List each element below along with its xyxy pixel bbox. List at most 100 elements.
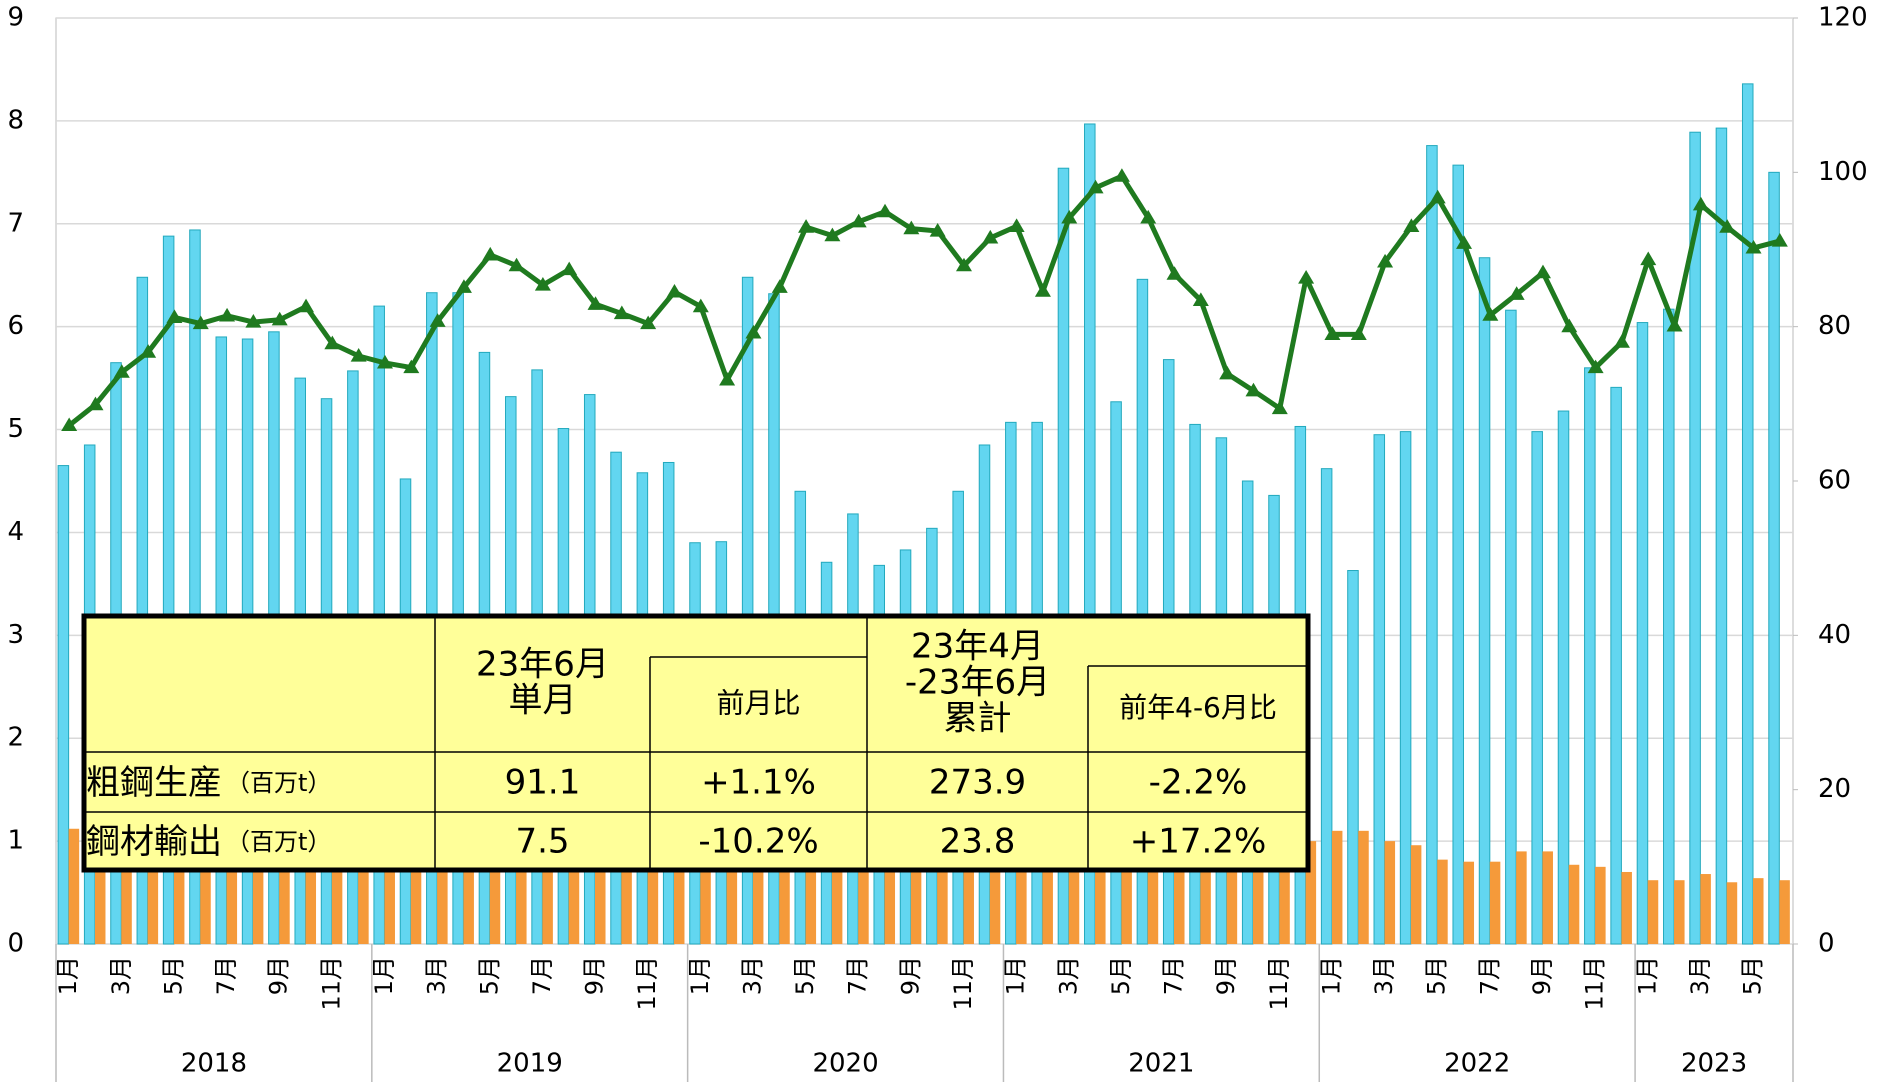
x-tick-label: 1月: [370, 956, 398, 995]
marker: [324, 335, 341, 350]
bar: [1542, 851, 1553, 944]
x-tick-label: 9月: [265, 956, 293, 995]
bar: [1226, 841, 1238, 944]
bar: [1768, 171, 1780, 945]
bar: [1531, 431, 1543, 945]
bar: [1279, 841, 1290, 944]
marker: [1324, 326, 1341, 340]
x-tick-label: 1月: [1633, 956, 1661, 995]
marker: [1613, 334, 1630, 348]
table-header: 前月比: [716, 687, 800, 720]
bar: [805, 843, 817, 944]
table-cell: +1.1%: [701, 763, 816, 803]
bar: [989, 835, 1001, 944]
bar: [858, 843, 869, 944]
x-tick-label: 11月: [1265, 956, 1293, 1011]
bar: [94, 835, 106, 944]
bar: [173, 830, 185, 944]
bar: [1057, 167, 1070, 945]
y-tick-label: 3: [7, 620, 24, 650]
marker: [1745, 239, 1762, 254]
bar: [1715, 127, 1728, 945]
marker: [561, 261, 578, 276]
x-tick-label: 11月: [949, 956, 977, 1011]
bar: [910, 841, 922, 944]
y-tick-label: 6: [7, 311, 24, 341]
marker: [192, 315, 209, 330]
table-cell: 91.1: [505, 763, 581, 803]
x-tick-label: 7月: [1160, 956, 1188, 995]
bar: [937, 839, 948, 944]
y-tick-label: 1: [7, 826, 24, 856]
x-tick-label: 5月: [475, 956, 503, 995]
table-header: 単月: [509, 681, 577, 721]
y2-tick-label: 0: [1818, 929, 1835, 959]
y-tick-label: 5: [7, 414, 24, 444]
bar: [384, 835, 395, 944]
marker: [350, 347, 367, 362]
marker: [771, 279, 788, 293]
bar: [1557, 410, 1570, 945]
bar: [1663, 308, 1675, 945]
marker: [1140, 209, 1157, 224]
bar: [1584, 367, 1596, 945]
y-tick-label: 8: [7, 105, 24, 135]
bar: [1042, 841, 1053, 944]
table-cell: 273.9: [929, 763, 1026, 803]
x-tick-label: 1月: [686, 956, 714, 995]
bar: [1741, 83, 1754, 945]
marker: [903, 220, 920, 235]
bar: [884, 841, 896, 944]
x-tick-label: 9月: [1528, 956, 1556, 995]
marker: [403, 359, 420, 374]
table-cell: -10.2%: [698, 822, 818, 862]
marker: [1350, 326, 1367, 340]
bar: [1568, 864, 1580, 944]
table-cell: +17.2%: [1130, 822, 1267, 862]
line: [67, 173, 1781, 428]
x-tick-label: 5月: [1423, 956, 1451, 995]
y-tick-label: 2: [7, 723, 24, 753]
marker: [1298, 270, 1315, 284]
bar: [162, 235, 175, 945]
x-tick-label: 3月: [738, 956, 766, 995]
table-cell: 23.8: [940, 822, 1016, 862]
bar: [1689, 131, 1701, 945]
marker: [508, 257, 525, 272]
bar: [358, 839, 369, 944]
table-header: 前年4-6月比: [1119, 691, 1277, 724]
marker: [929, 222, 946, 237]
x-tick-label: 3月: [1370, 956, 1398, 995]
bar: [121, 832, 132, 944]
marker: [1087, 179, 1104, 194]
bar: [1452, 164, 1464, 945]
marker: [429, 313, 446, 327]
bar: [1331, 830, 1343, 944]
marker: [1377, 253, 1394, 268]
table-cell: 7.5: [515, 822, 569, 862]
bar: [1726, 882, 1738, 944]
marker: [1113, 168, 1130, 182]
x-tick-label: 1月: [1317, 956, 1345, 995]
bar: [463, 835, 474, 944]
x-tick-label: 9月: [1212, 956, 1240, 995]
year-label: 2022: [1444, 1049, 1510, 1079]
bar: [1595, 866, 1606, 944]
y-tick-label: 7: [7, 208, 24, 238]
bar: [1084, 123, 1096, 945]
bar: [726, 846, 738, 944]
marker: [1456, 235, 1473, 249]
year-label: 2018: [181, 1049, 247, 1079]
marker: [1561, 318, 1578, 333]
bar: [1752, 878, 1764, 944]
bar: [1173, 839, 1185, 944]
marker: [1771, 233, 1788, 247]
marker: [798, 219, 815, 233]
bar: [741, 276, 754, 945]
bar: [779, 841, 790, 944]
bar: [1320, 468, 1333, 945]
bar: [305, 835, 317, 944]
bar: [68, 828, 80, 944]
year-label: 2020: [812, 1049, 878, 1079]
